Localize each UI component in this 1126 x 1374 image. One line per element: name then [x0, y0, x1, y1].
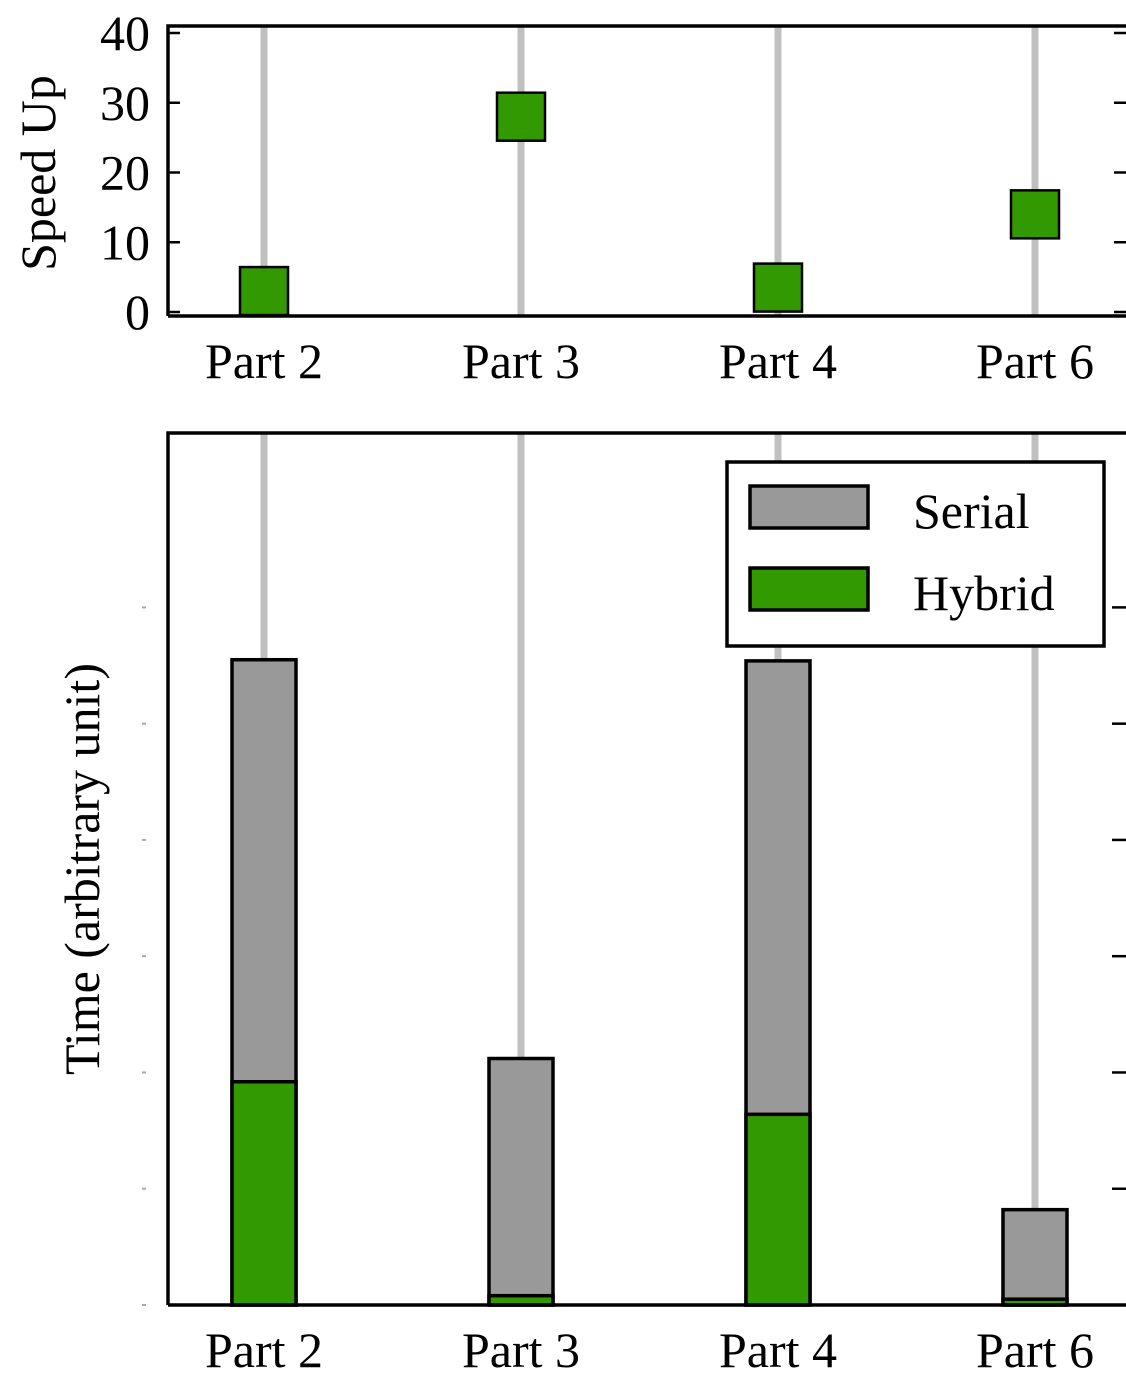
time-panel: Part 2 Part 3 Part 4 Part 6 Time (arbitrary… — [54, 431, 1126, 1374]
speedup-xtick-label-part-4: Part 4 — [719, 333, 837, 389]
speedup-marker-part-4 — [752, 262, 804, 313]
time-bar-hybrid-part-4 — [744, 1112, 812, 1307]
time-axes-frame — [166, 431, 1126, 1307]
speedup-marker-part-3 — [495, 91, 547, 142]
speedup-xtick-label-part-2: Part 2 — [205, 333, 323, 389]
speedup-ytick-label-30: 30 — [100, 75, 150, 131]
time-bar-serial-part-3 — [487, 1056, 555, 1307]
speedup-ytick-label-40: 40 — [100, 5, 150, 61]
time-xtick-label-part-4: Part 4 — [719, 1322, 837, 1374]
legend-label-hybrid: Hybrid — [913, 565, 1055, 621]
legend-swatch-serial — [748, 484, 870, 530]
speedup-panel: Part 2 Part 3 Part 4 Part 6 0 10 20 30 40 Speed… — [10, 5, 1126, 389]
speedup-marker-part-6 — [1009, 189, 1061, 240]
speedup-xtick-label-part-6: Part 6 — [976, 333, 1094, 389]
time-bar-serial-part-6 — [1001, 1207, 1069, 1307]
legend-swatch-hybrid — [748, 566, 870, 612]
speedup-y-axis-title: Speed Up — [10, 75, 66, 271]
speedup-xtick-label-part-3: Part 3 — [462, 333, 580, 389]
time-y-axis-title: Time (arbitrary unit) — [54, 663, 110, 1075]
speedup-marker-part-2 — [238, 265, 290, 317]
speedup-axes-frame — [166, 24, 1126, 318]
time-xtick-label-part-6: Part 6 — [976, 1322, 1094, 1374]
time-bar-hybrid-part-2 — [230, 1080, 298, 1307]
legend-label-serial: Serial — [913, 483, 1030, 539]
speedup-ytick-label-0: 0 — [125, 284, 150, 340]
speedup-ytick-label-10: 10 — [100, 214, 150, 270]
time-xtick-label-part-2: Part 2 — [205, 1322, 323, 1374]
time-xtick-label-part-3: Part 3 — [462, 1322, 580, 1374]
speedup-ytick-label-20: 20 — [100, 145, 150, 201]
legend: Serial Hybrid — [725, 460, 1106, 648]
